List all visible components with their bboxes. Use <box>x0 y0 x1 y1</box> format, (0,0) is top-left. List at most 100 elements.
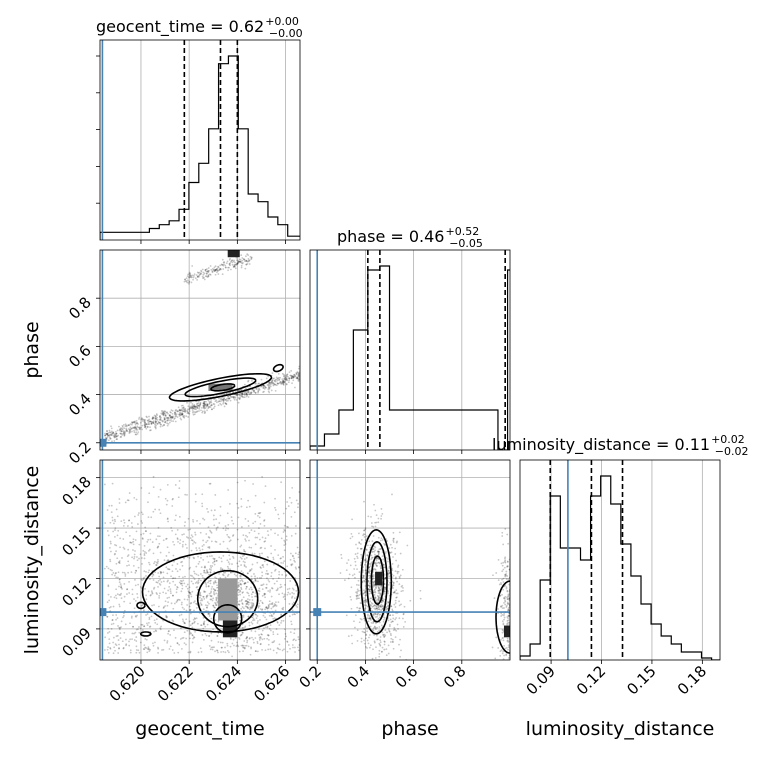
sample-point <box>153 604 155 606</box>
sample-point <box>280 621 282 624</box>
sample-point <box>403 605 406 608</box>
sample-point <box>241 592 244 594</box>
sample-point <box>283 524 286 527</box>
sample-point <box>238 650 241 653</box>
sample-point <box>159 627 162 630</box>
sample-point <box>274 497 276 500</box>
sample-point <box>237 389 240 392</box>
sample-point <box>173 560 175 563</box>
sample-point <box>374 549 376 552</box>
sample-point <box>393 590 396 593</box>
sample-point <box>360 539 363 541</box>
sample-point <box>383 635 386 638</box>
sample-point <box>380 517 382 520</box>
sample-point <box>250 257 253 259</box>
sample-point <box>288 615 291 618</box>
sample-point <box>172 594 174 597</box>
sample-point <box>379 605 382 608</box>
sample-point <box>210 404 213 406</box>
sample-point <box>375 599 378 602</box>
sample-point <box>166 517 169 520</box>
sample-point <box>155 538 158 541</box>
sample-point <box>109 437 112 440</box>
sample-point <box>251 606 254 609</box>
sample-point <box>181 560 183 563</box>
sample-point <box>210 398 213 401</box>
sample-point <box>174 409 177 412</box>
sample-point <box>221 264 223 266</box>
sample-point <box>506 601 509 604</box>
sample-point <box>245 263 248 266</box>
sample-point <box>152 510 155 513</box>
sample-point <box>280 620 283 622</box>
contour-line <box>136 601 146 610</box>
sample-point <box>376 634 378 637</box>
sample-point <box>358 532 360 535</box>
sample-point <box>248 570 251 573</box>
sample-point <box>147 646 150 649</box>
sample-point <box>387 604 390 607</box>
sample-point <box>247 499 250 502</box>
sample-point <box>387 558 389 560</box>
sample-point <box>264 485 267 488</box>
sample-point <box>394 577 397 580</box>
sample-point <box>138 631 141 634</box>
sample-point <box>362 592 365 595</box>
sample-point <box>202 638 205 641</box>
sample-point <box>159 488 162 491</box>
sample-point <box>257 620 259 622</box>
sample-point <box>367 614 369 617</box>
sample-point <box>388 630 391 633</box>
sample-point <box>186 629 189 632</box>
sample-point <box>204 411 207 414</box>
sample-point <box>195 607 198 609</box>
sample-point <box>258 387 261 390</box>
sample-point <box>231 261 234 264</box>
sample-point <box>237 586 239 589</box>
sample-point <box>404 621 407 623</box>
sample-point <box>291 554 294 557</box>
sample-point <box>113 440 116 442</box>
sample-point <box>204 403 206 406</box>
sample-point <box>513 556 515 558</box>
sample-point <box>149 429 152 432</box>
sample-point <box>242 596 245 599</box>
sample-point <box>143 426 146 429</box>
sample-point <box>216 597 218 600</box>
sample-point <box>167 559 169 562</box>
sample-point <box>193 274 195 277</box>
sample-point <box>272 563 275 566</box>
sample-point <box>166 499 169 502</box>
sample-point <box>136 556 138 558</box>
sample-point <box>260 567 262 569</box>
sample-point <box>266 626 269 629</box>
sample-point <box>242 534 245 537</box>
sample-point <box>377 598 380 600</box>
sample-point <box>364 539 367 541</box>
sample-point <box>262 384 265 387</box>
sample-point <box>504 660 506 662</box>
sample-point <box>159 414 161 417</box>
sample-point <box>273 603 276 605</box>
sample-point <box>264 626 267 629</box>
sample-point <box>510 644 512 646</box>
sample-point <box>246 572 249 575</box>
sample-point <box>246 591 249 594</box>
sample-point <box>159 578 162 581</box>
sample-point <box>124 431 127 434</box>
sample-point <box>154 417 156 419</box>
x-tick-label: 0.2 <box>295 662 325 692</box>
x-tick-label: 0.6 <box>392 662 422 692</box>
sample-point <box>510 649 512 651</box>
sample-point <box>112 652 115 655</box>
sample-point <box>209 648 212 651</box>
sample-point <box>182 540 185 543</box>
sample-point <box>501 593 503 596</box>
sample-point <box>117 639 120 641</box>
sample-point <box>241 644 244 647</box>
sample-point <box>374 561 377 564</box>
sample-point <box>376 607 378 610</box>
sample-point <box>384 629 387 631</box>
sample-point <box>368 584 371 587</box>
sample-point <box>507 621 510 624</box>
